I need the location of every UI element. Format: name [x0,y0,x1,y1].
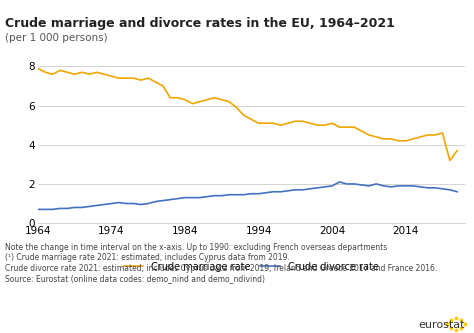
Crude marriage rate [432,133,438,137]
Crude divorce rate [315,186,320,190]
Text: (per 1 000 persons): (per 1 000 persons) [5,33,108,43]
Text: eurostat: eurostat [418,320,465,330]
Crude marriage rate [454,149,460,153]
Crude divorce rate [131,201,137,205]
Text: Note the change in time interval on the x-axis. Up to 1990: excluding French ove: Note the change in time interval on the … [5,243,437,283]
Crude divorce rate [439,187,445,191]
Line: Crude divorce rate: Crude divorce rate [38,182,457,209]
Crude marriage rate [35,66,41,70]
Legend: Crude marriage rate, Crude divorce rate: Crude marriage rate, Crude divorce rate [120,258,383,276]
Crude divorce rate [351,182,357,186]
Crude divorce rate [35,207,41,211]
Crude divorce rate [395,184,401,188]
Crude marriage rate [388,137,394,141]
Crude divorce rate [454,190,460,194]
Crude marriage rate [131,76,137,80]
Crude divorce rate [337,180,342,184]
Crude marriage rate [315,123,320,127]
Crude divorce rate [138,202,144,206]
Crude marriage rate [447,159,453,163]
Crude marriage rate [138,78,144,82]
Crude marriage rate [344,125,350,129]
Text: Crude marriage and divorce rates in the EU, 1964–2021: Crude marriage and divorce rates in the … [5,17,395,30]
Line: Crude marriage rate: Crude marriage rate [38,68,457,161]
